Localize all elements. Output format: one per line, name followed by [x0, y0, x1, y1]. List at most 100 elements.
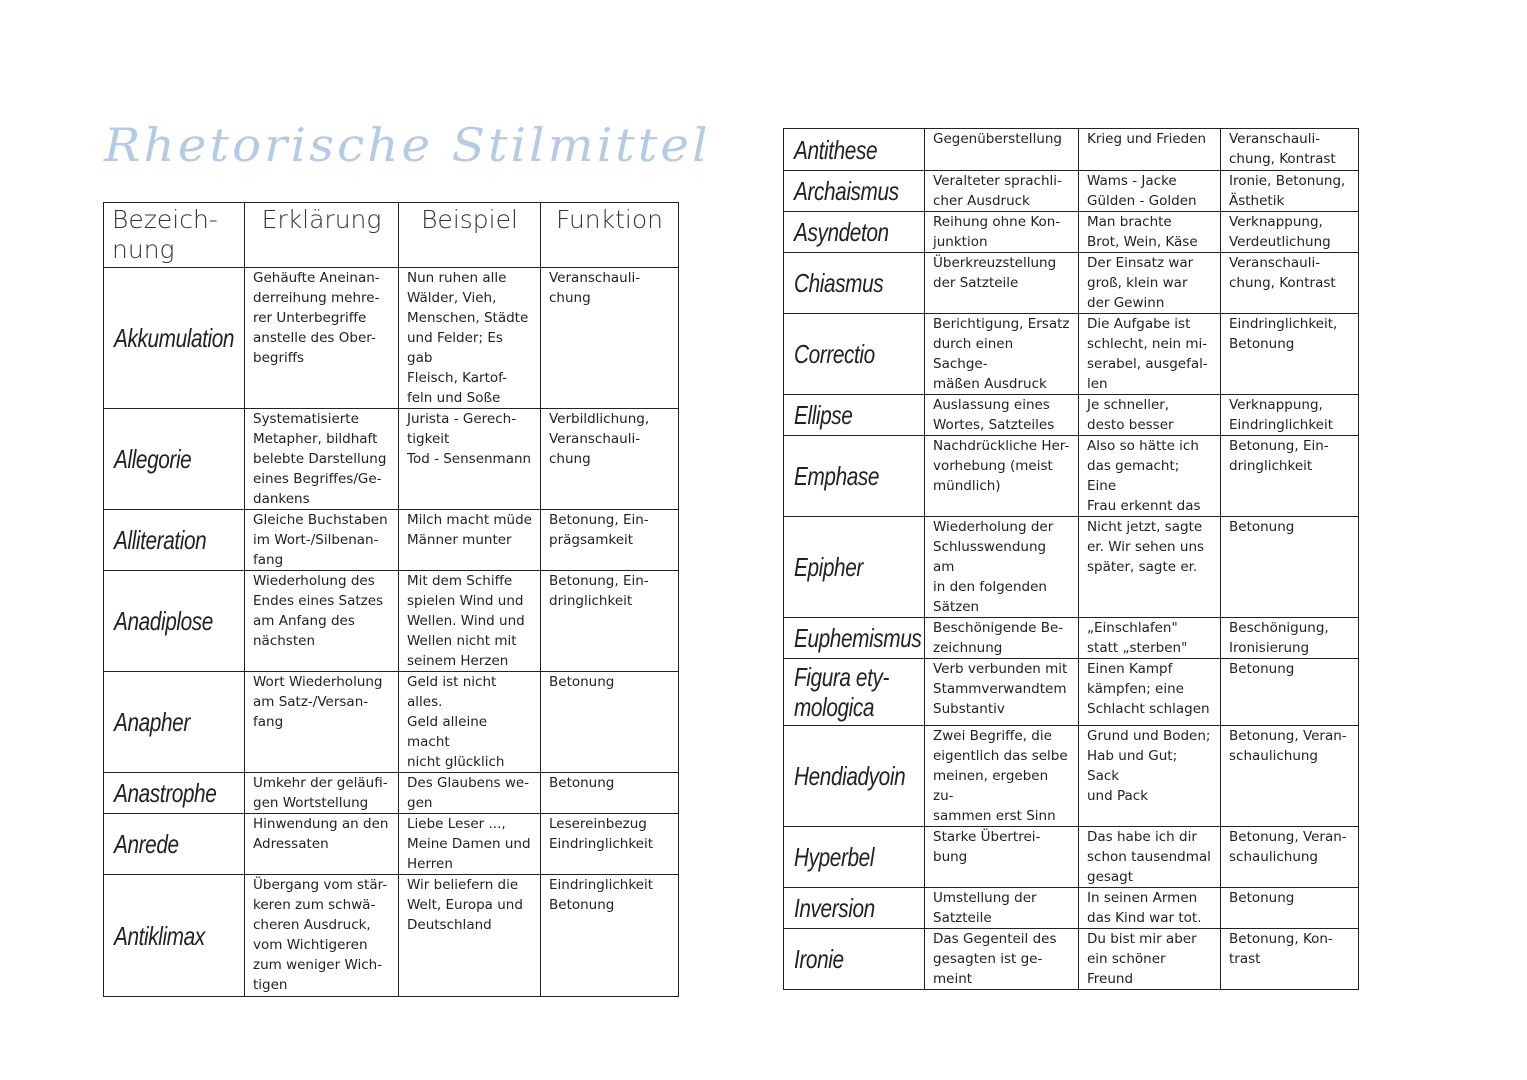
term-name: Antithese	[794, 134, 878, 165]
function-cell: Betonung	[1220, 516, 1359, 618]
function-cell: Veranschauli- chung	[540, 267, 679, 409]
example-cell: Grund und Boden; Hab und Gut; Sack und P…	[1078, 725, 1221, 827]
explanation-cell: Reihung ohne Kon- junktion	[924, 211, 1079, 253]
table-row: Anadiplose Wiederholung des Endes eines S…	[103, 570, 679, 672]
example-cell: „Einschlafen" statt „sterben"	[1078, 617, 1221, 659]
explanation-cell: Systematisierte Metapher, bildhaft beleb…	[244, 408, 399, 510]
explanation-cell: Übergang vom stär- keren zum schwä- cher…	[244, 874, 399, 997]
table-row: Antiklimax Übergang vom stär- keren zum s…	[103, 874, 679, 997]
example-cell: Je schneller, desto besser	[1078, 394, 1221, 436]
function-cell: Beschönigung, Ironisierung	[1220, 617, 1359, 659]
explanation-cell: Überkreuzstellung der Satzteile	[924, 252, 1079, 314]
table-row: Chiasmus Überkreuzstellung der Satzteile D…	[783, 252, 1359, 314]
function-cell: Betonung	[540, 772, 679, 814]
term-name: Inversion	[794, 893, 875, 923]
explanation-cell: Verb verbunden mit Stammverwandtem Subst…	[924, 658, 1079, 726]
function-cell: Eindringlichkeit Betonung	[540, 874, 679, 997]
term-name: Anadiplose	[114, 606, 213, 636]
table-row: Akkumulation Gehäufte Aneinan- derreihung…	[103, 267, 679, 409]
function-cell: Veranschauli- chung, Kontrast	[1220, 128, 1359, 171]
function-cell: Eindringlichkeit, Betonung	[1220, 313, 1359, 395]
example-cell: Geld ist nicht alles. Geld alleine macht…	[398, 671, 541, 773]
example-cell: Milch macht müde Männer munter	[398, 509, 541, 571]
header-beispiel: Beispiel	[398, 202, 541, 268]
term-cell: Akkumulation	[103, 267, 245, 409]
explanation-cell: Das Gegenteil des gesagten ist ge- meint	[924, 928, 1079, 990]
example-cell: Wir beliefern die Welt, Europa und Deuts…	[398, 874, 541, 997]
term-cell: Emphase	[783, 435, 925, 517]
term-cell: Ellipse	[783, 394, 925, 436]
table-row: Inversion Umstellung der Satzteile In sein…	[783, 887, 1359, 929]
term-name: Ironie	[794, 944, 844, 974]
term-name: Akkumulation	[114, 323, 235, 353]
term-cell: Inversion	[783, 887, 925, 929]
table-row: Epipher Wiederholung der Schlusswendung a…	[783, 516, 1359, 618]
explanation-cell: Hinwendung an den Adressaten	[244, 813, 399, 875]
explanation-cell: Wort Wiederholung am Satz-/Versan- fang	[244, 671, 399, 773]
term-name: Anrede	[114, 829, 179, 859]
function-cell: Betonung, Veran- schaulichung	[1220, 725, 1359, 827]
function-cell: Betonung, Ein- dringlichkeit	[1220, 435, 1359, 517]
term-cell: Allegorie	[103, 408, 245, 510]
term-name: Correctio	[794, 339, 875, 369]
function-cell: Veranschauli- chung, Kontrast	[1220, 252, 1359, 314]
function-cell: Verknappung, Eindringlichkeit	[1220, 394, 1359, 436]
example-cell: Liebe Leser ..., Meine Damen und Herren	[398, 813, 541, 875]
term-name: Allegorie	[114, 444, 192, 474]
table-row: Euphemismus Beschönigende Be- zeichnung „E…	[783, 617, 1359, 659]
table-row: Hyperbel Starke Übertrei- bung Das habe ic…	[783, 826, 1359, 888]
term-cell: Anadiplose	[103, 570, 245, 672]
function-cell: Betonung	[1220, 658, 1359, 726]
function-cell: Verknappung, Verdeutlichung	[1220, 211, 1359, 253]
function-cell: Betonung	[540, 671, 679, 773]
term-name: Anapher	[114, 707, 190, 737]
term-cell: Anastrophe	[103, 772, 245, 814]
example-cell: Das habe ich dir schon tausendmal gesagt	[1078, 826, 1221, 888]
term-cell: Hyperbel	[783, 826, 925, 888]
example-cell: Nicht jetzt, sagte er. Wir sehen uns spä…	[1078, 516, 1221, 618]
explanation-cell: Umstellung der Satzteile	[924, 887, 1079, 929]
table-row: Emphase Nachdrückliche Her- vorhebung (me…	[783, 435, 1359, 517]
stilmittel-table-right: Antithese Gegenüberstellung Krieg und Frie…	[783, 128, 1359, 990]
example-cell: Du bist mir aber ein schöner Freund	[1078, 928, 1221, 990]
header-bezeichnung: Bezeich- nung	[103, 202, 245, 268]
example-cell: Der Einsatz war groß, klein war der Gewi…	[1078, 252, 1221, 314]
table-row: Allegorie Systematisierte Metapher, bildh…	[103, 408, 679, 510]
term-cell: Hendiadyoin	[783, 725, 925, 827]
term-name: Archaismus	[794, 176, 899, 206]
term-cell: Anapher	[103, 671, 245, 773]
function-cell: Betonung, Ein- dringlichkeit	[540, 570, 679, 672]
table-row: Correctio Berichtigung, Ersatz durch eine…	[783, 313, 1359, 395]
example-cell: Wams - Jacke Gülden - Golden	[1078, 170, 1221, 212]
function-cell: Lesereinbezug Eindringlichkeit	[540, 813, 679, 875]
explanation-cell: Veralteter sprachli- cher Ausdruck	[924, 170, 1079, 212]
explanation-cell: Gegenüberstellung	[924, 128, 1079, 171]
term-cell: Ironie	[783, 928, 925, 990]
explanation-cell: Starke Übertrei- bung	[924, 826, 1079, 888]
explanation-cell: Wiederholung der Schlusswendung am in de…	[924, 516, 1079, 618]
example-cell: Krieg und Frieden	[1078, 128, 1221, 171]
table-row: Asyndeton Reihung ohne Kon- junktion Man b…	[783, 211, 1359, 253]
page-title: Rhetorische Stilmittel	[104, 118, 711, 172]
term-cell: Asyndeton	[783, 211, 925, 253]
term-cell: Anrede	[103, 813, 245, 875]
header-row: Bezeich- nung Erklärung Beispiel Funktio…	[103, 202, 679, 268]
example-cell: Einen Kampf kämpfen; eine Schlacht schla…	[1078, 658, 1221, 726]
explanation-cell: Umkehr der geläufi- gen Wortstellung	[244, 772, 399, 814]
table-row: Ironie Das Gegenteil des gesagten ist ge-…	[783, 928, 1359, 990]
function-cell: Betonung, Kon- trast	[1220, 928, 1359, 990]
header-erklaerung: Erklärung	[244, 202, 399, 268]
table-row: Ellipse Auslassung eines Wortes, Satzteil…	[783, 394, 1359, 436]
term-cell: Antiklimax	[103, 874, 245, 997]
example-cell: Mit dem Schiffe spielen Wind und Wellen.…	[398, 570, 541, 672]
explanation-cell: Gehäufte Aneinan- derreihung mehre- rer …	[244, 267, 399, 409]
table-row: Alliteration Gleiche Buchstaben im Wort-/…	[103, 509, 679, 571]
explanation-cell: Auslassung eines Wortes, Satzteiles	[924, 394, 1079, 436]
explanation-cell: Nachdrückliche Her- vorhebung (meist mün…	[924, 435, 1079, 517]
term-cell: Chiasmus	[783, 252, 925, 314]
term-name: Alliteration	[114, 525, 207, 555]
table-row: Antithese Gegenüberstellung Krieg und Frie…	[783, 128, 1359, 171]
explanation-cell: Wiederholung des Endes eines Satzes am A…	[244, 570, 399, 672]
term-name: Ellipse	[794, 400, 853, 430]
table-row: Anastrophe Umkehr der geläufi- gen Wortst…	[103, 772, 679, 814]
